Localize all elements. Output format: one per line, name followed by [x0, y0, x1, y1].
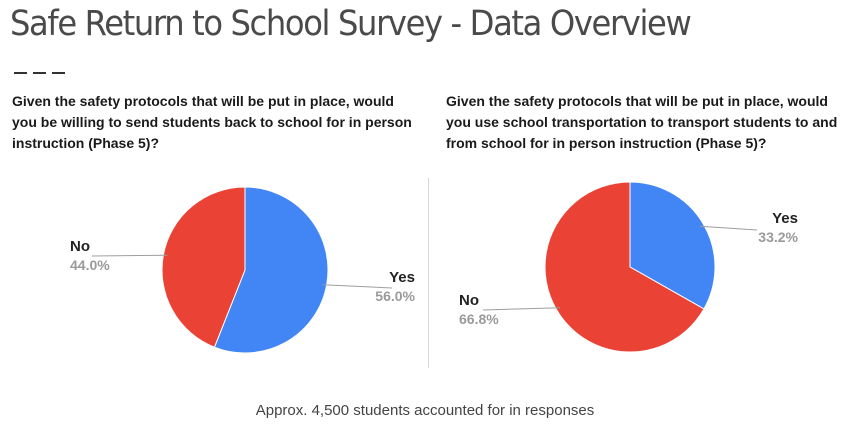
pie-2-leader-no: [482, 307, 561, 311]
pie-2-label-no: No: [459, 292, 479, 309]
chart-2-question: Given the safety protocols that will be …: [446, 93, 838, 151]
footer-note: Approx. 4,500 students accounted for in …: [255, 402, 595, 419]
pie-2-leader-yes: [699, 225, 758, 231]
page-title: Safe Return to School Survey - Data Over…: [10, 4, 692, 44]
title-underline-dashes: [14, 72, 65, 74]
pie-chart-1: Yes 56.0% No 44.0%: [70, 186, 416, 354]
pie-chart-2: Yes 33.2% No 66.8%: [459, 181, 799, 353]
pie-2-label-yes: Yes: [772, 210, 798, 227]
pie-1-label-no: No: [70, 238, 90, 255]
pie-1-leader-no: [91, 254, 168, 257]
pie-2-slice-yes: [629, 181, 716, 310]
chart-divider: [428, 178, 429, 368]
pie-1-slice-yes: [213, 186, 329, 354]
pie-1-percent-no: 44.0%: [70, 257, 110, 273]
chart-1-question: Given the safety protocols that will be …: [12, 93, 412, 151]
pie-1-leader-yes: [322, 284, 393, 289]
pie-1-label-yes: Yes: [389, 269, 415, 286]
pie-2-percent-yes: 33.2%: [758, 229, 798, 245]
pie-1-slice-no: [161, 186, 246, 348]
pie-2-percent-no: 66.8%: [459, 311, 499, 327]
pie-1-percent-yes: 56.0%: [375, 288, 415, 304]
pie-2-slice-no: [544, 181, 705, 353]
